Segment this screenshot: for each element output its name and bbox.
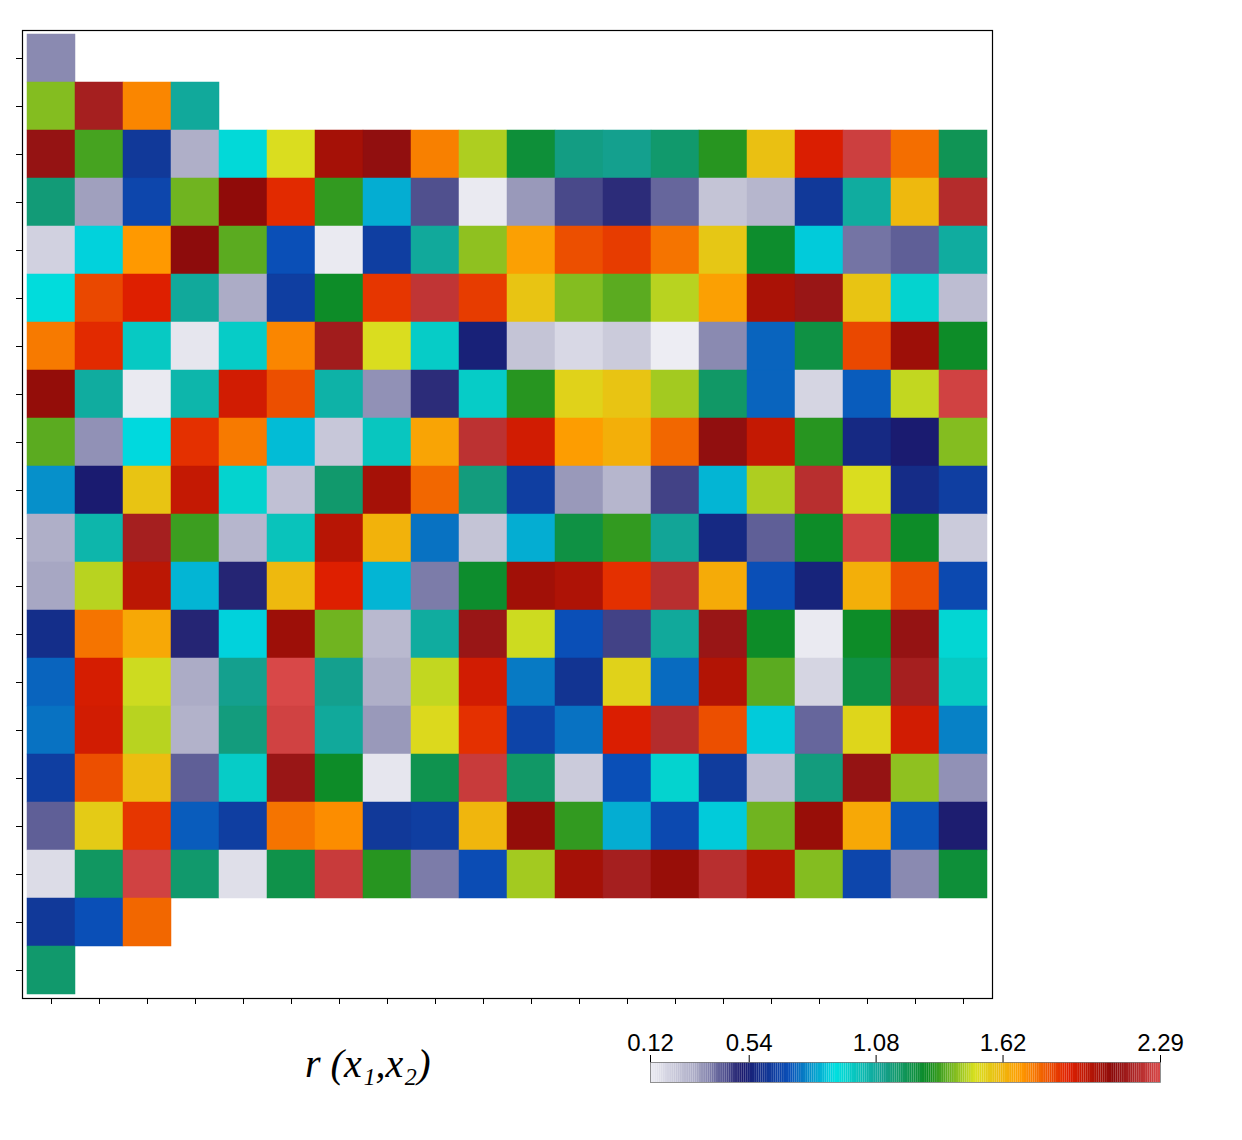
svg-text:0.12: 0.12 (627, 1029, 674, 1056)
svg-text:1.62: 1.62 (980, 1029, 1027, 1056)
svg-text:2.29: 2.29 (1137, 1029, 1184, 1056)
svg-text:1.08: 1.08 (853, 1029, 900, 1056)
svg-text:0.54: 0.54 (726, 1029, 773, 1056)
html-text:r (x₁,x₂): r (x₁,x₂) (305, 1041, 431, 1086)
